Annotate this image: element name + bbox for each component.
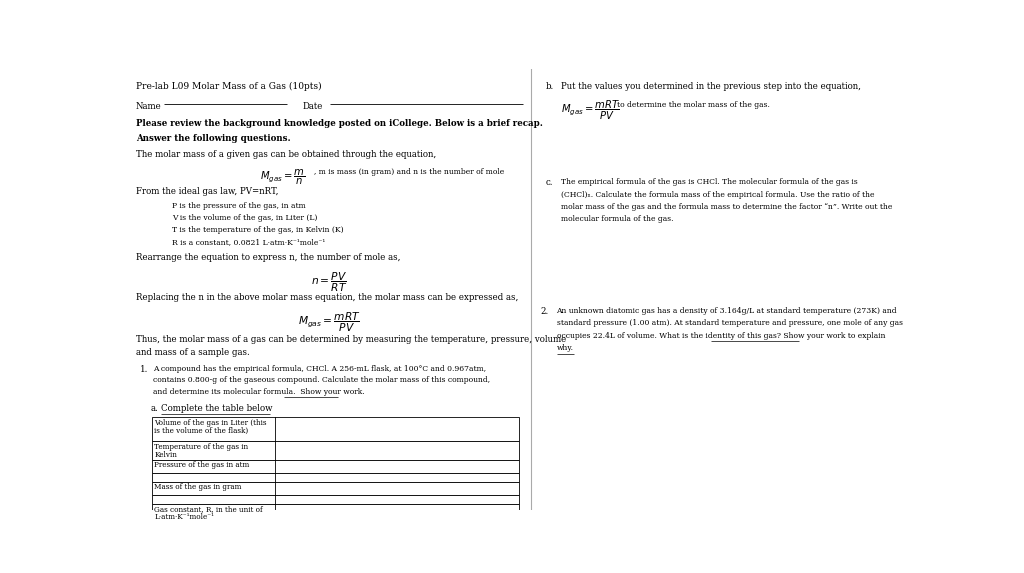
Text: Pressure of the gas in atm: Pressure of the gas in atm [155,461,250,469]
Text: P is the pressure of the gas, in atm: P is the pressure of the gas, in atm [172,202,305,210]
Text: (CHCl)ₙ. Calculate the formula mass of the empirical formula. Use the ratio of t: (CHCl)ₙ. Calculate the formula mass of t… [561,191,874,198]
Text: Complete the table below: Complete the table below [162,403,272,413]
Text: Please review the background knowledge posted on iCollege. Below is a brief reca: Please review the background knowledge p… [136,120,543,128]
Text: $M_{gas} = \dfrac{mRT}{PV}$: $M_{gas} = \dfrac{mRT}{PV}$ [298,311,360,334]
FancyBboxPatch shape [152,441,519,460]
Text: Temperature of the gas in: Temperature of the gas in [155,443,248,451]
FancyBboxPatch shape [152,504,519,525]
Text: is the volume of the flask): is the volume of the flask) [155,426,249,434]
Text: Gas constant, R, in the unit of: Gas constant, R, in the unit of [155,505,263,513]
Text: Replacing the n in the above molar mass equation, the molar mass can be expresse: Replacing the n in the above molar mass … [136,293,518,302]
FancyBboxPatch shape [152,495,519,504]
Text: V is the volume of the gas, in Liter (L): V is the volume of the gas, in Liter (L) [172,214,317,222]
Text: From the ideal gas law, PV=nRT,: From the ideal gas law, PV=nRT, [136,187,279,197]
Text: to determine the molar mass of the gas.: to determine the molar mass of the gas. [616,101,770,109]
Text: Kelvin: Kelvin [155,451,177,459]
Text: L·atm·K⁻¹mole⁻¹: L·atm·K⁻¹mole⁻¹ [155,513,214,521]
FancyBboxPatch shape [152,482,519,495]
FancyBboxPatch shape [152,473,519,482]
FancyBboxPatch shape [152,417,519,441]
Text: and mass of a sample gas.: and mass of a sample gas. [136,348,250,357]
Text: b.: b. [546,82,554,91]
Text: Thus, the molar mass of a gas can be determined by measuring the temperature, pr: Thus, the molar mass of a gas can be det… [136,335,566,344]
Text: T is the temperature of the gas, in Kelvin (K): T is the temperature of the gas, in Kelv… [172,226,343,234]
Text: A compound has the empirical formula, CHCl. A 256-mL flask, at 100°C and 0.967at: A compound has the empirical formula, CH… [154,365,486,373]
Text: $M_{gas} = \dfrac{m}{n}$: $M_{gas} = \dfrac{m}{n}$ [260,167,306,187]
Text: $M_{gas} = \dfrac{mRT}{PV}$: $M_{gas} = \dfrac{mRT}{PV}$ [561,99,621,122]
Text: occupies 22.4L of volume. What is the identity of this gas? Show your work to ex: occupies 22.4L of volume. What is the id… [557,332,885,340]
Text: why.: why. [557,344,573,352]
Text: a.: a. [151,403,158,413]
Text: Answer the following questions.: Answer the following questions. [136,134,291,143]
Text: Date: Date [303,102,323,111]
Text: Name: Name [136,102,162,111]
Text: and determine its molecular formula.  Show your work.: and determine its molecular formula. Sho… [154,388,365,396]
Text: The empirical formula of the gas is CHCl. The molecular formula of the gas is: The empirical formula of the gas is CHCl… [561,178,858,186]
Text: c.: c. [546,178,553,187]
Text: An unknown diatomic gas has a density of 3.164g/L at standard temperature (273K): An unknown diatomic gas has a density of… [557,307,897,315]
Text: contains 0.800-g of the gaseous compound. Calculate the molar mass of this compo: contains 0.800-g of the gaseous compound… [154,376,490,384]
Text: molar mass of the gas and the formula mass to determine the factor “n”. Write ou: molar mass of the gas and the formula ma… [561,203,893,211]
Text: 1.: 1. [140,365,148,374]
Text: The molar mass of a given gas can be obtained through the equation,: The molar mass of a given gas can be obt… [136,150,436,159]
Text: molecular formula of the gas.: molecular formula of the gas. [561,215,674,223]
Text: $n= \dfrac{PV}{RT}$: $n= \dfrac{PV}{RT}$ [311,271,348,294]
Text: 2.: 2. [541,307,549,316]
Text: Pre-lab L09 Molar Mass of a Gas (10pts): Pre-lab L09 Molar Mass of a Gas (10pts) [136,82,322,91]
Text: standard pressure (1.00 atm). At standard temperature and pressure, one mole of : standard pressure (1.00 atm). At standar… [557,319,902,327]
Text: Mass of the gas in gram: Mass of the gas in gram [155,484,242,492]
Text: , m is mass (in gram) and n is the number of mole: , m is mass (in gram) and n is the numbe… [313,167,504,175]
Text: R is a constant, 0.0821 L·atm·K⁻¹mole⁻¹: R is a constant, 0.0821 L·atm·K⁻¹mole⁻¹ [172,238,325,246]
Text: Put the values you determined in the previous step into the equation,: Put the values you determined in the pre… [561,82,861,91]
Text: Rearrange the equation to express n, the number of mole as,: Rearrange the equation to express n, the… [136,253,400,262]
FancyBboxPatch shape [152,460,519,473]
Text: Volume of the gas in Liter (this: Volume of the gas in Liter (this [155,419,266,427]
